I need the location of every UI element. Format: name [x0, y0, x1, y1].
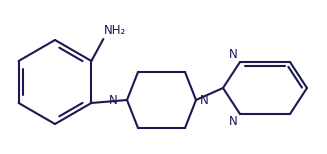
Text: NH₂: NH₂: [104, 24, 127, 37]
Text: N: N: [229, 48, 238, 61]
Text: N: N: [229, 115, 238, 128]
Text: N: N: [109, 93, 118, 107]
Text: N: N: [200, 93, 209, 107]
